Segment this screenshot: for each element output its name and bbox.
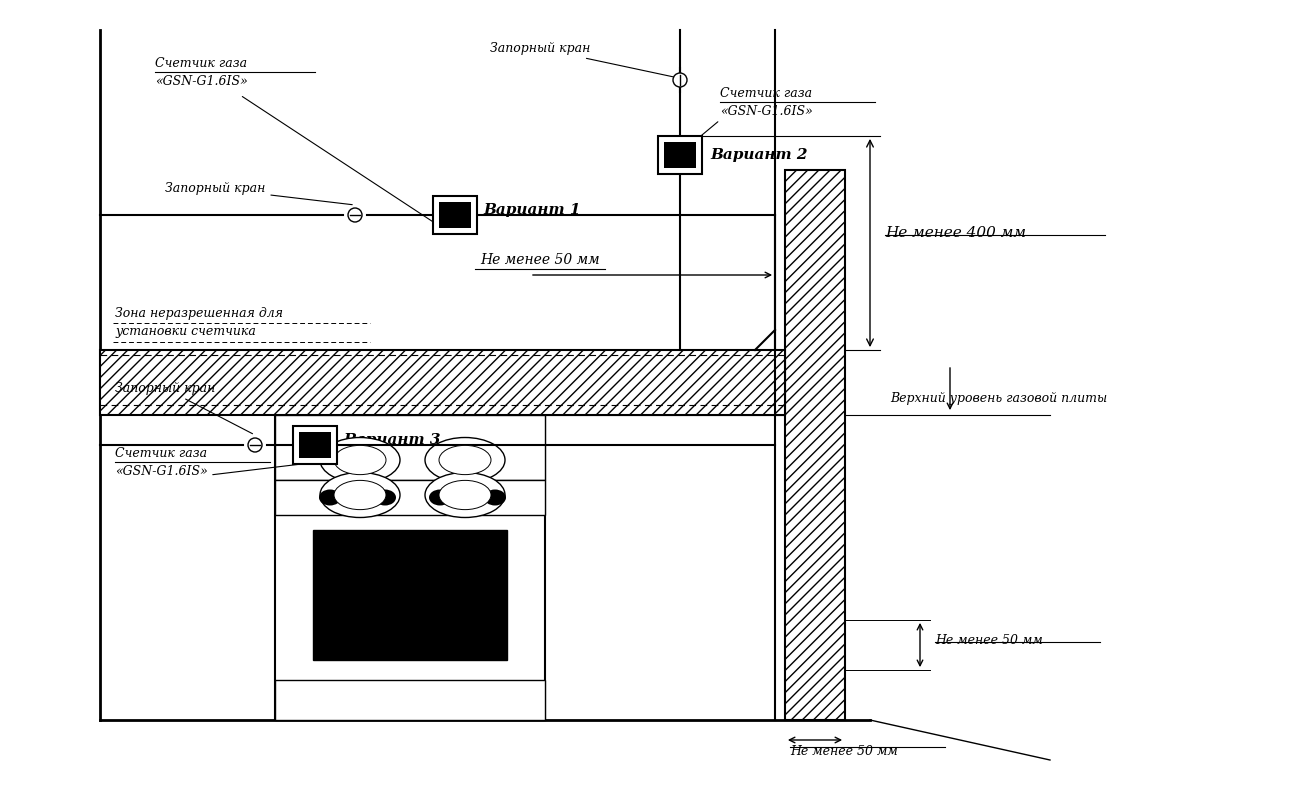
Ellipse shape [425, 472, 505, 517]
Text: Счетчик газа: Счетчик газа [115, 447, 207, 460]
Text: «GSN-G1.6IS»: «GSN-G1.6IS» [155, 75, 248, 88]
Text: Не менее 50 мм: Не менее 50 мм [935, 634, 1043, 646]
Ellipse shape [335, 445, 386, 475]
Ellipse shape [373, 489, 397, 505]
Text: «GSN-G1.6IS»: «GSN-G1.6IS» [115, 465, 208, 478]
Bar [275, 480, 545, 515]
Bar [786, 170, 845, 720]
Text: Не менее 50 мм: Не менее 50 мм [481, 253, 599, 267]
Text: Не менее 400 мм: Не менее 400 мм [885, 226, 1026, 240]
Ellipse shape [320, 472, 401, 517]
Text: Счетчик газа: Счетчик газа [155, 57, 247, 70]
Bar [313, 530, 506, 660]
Bar [275, 415, 545, 480]
Ellipse shape [319, 489, 341, 505]
Text: Верхний уровень газовой плиты: Верхний уровень газовой плиты [890, 392, 1107, 405]
Text: Запорный кран: Запорный кран [115, 382, 252, 434]
Text: Не менее 50 мм: Не менее 50 мм [789, 745, 898, 758]
Bar [99, 350, 786, 415]
Bar [275, 415, 545, 720]
Bar [99, 350, 786, 415]
Ellipse shape [425, 438, 505, 483]
Bar [664, 142, 696, 168]
Text: Запорный кран: Запорный кран [490, 42, 685, 79]
Bar [298, 432, 331, 458]
Text: Запорный кран: Запорный кран [165, 182, 353, 205]
Bar [658, 136, 702, 174]
Text: Вариант 2: Вариант 2 [711, 148, 808, 162]
Bar [293, 426, 337, 464]
Circle shape [248, 438, 262, 452]
Ellipse shape [320, 438, 401, 483]
Bar [439, 202, 472, 228]
Text: «GSN-G1.6IS»: «GSN-G1.6IS» [720, 105, 813, 118]
Bar [275, 680, 545, 720]
Ellipse shape [429, 489, 451, 505]
Ellipse shape [335, 480, 386, 509]
Circle shape [673, 73, 687, 87]
Text: Зона неразрешенная для: Зона неразрешенная для [115, 307, 283, 320]
Text: установки счетчика: установки счетчика [115, 325, 256, 338]
Ellipse shape [439, 480, 491, 509]
Circle shape [348, 208, 362, 222]
Bar [786, 170, 845, 720]
Text: Счетчик газа: Счетчик газа [720, 87, 813, 100]
Ellipse shape [484, 489, 506, 505]
Text: Вариант 3: Вариант 3 [342, 433, 441, 447]
Text: Вариант 1: Вариант 1 [483, 203, 580, 217]
Bar [433, 196, 477, 234]
Ellipse shape [439, 445, 491, 475]
